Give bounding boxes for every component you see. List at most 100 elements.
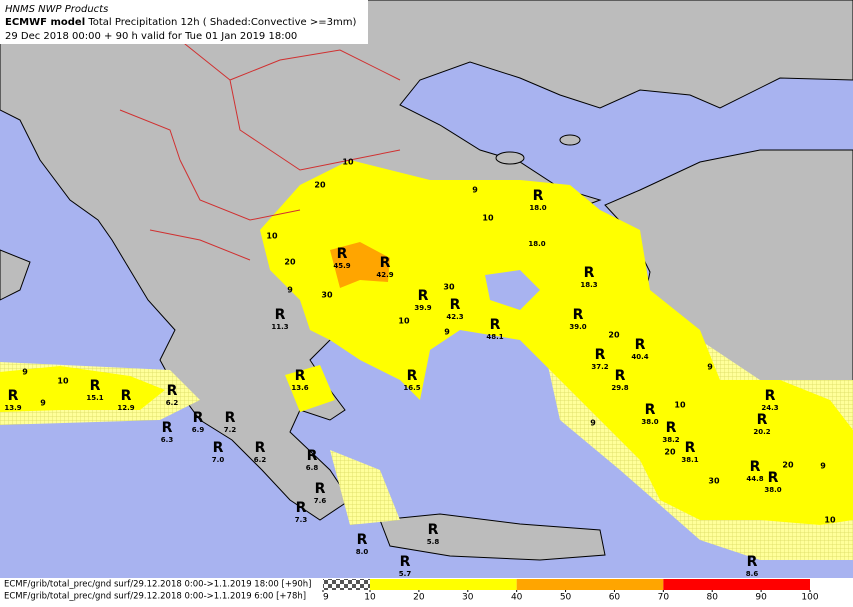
colorbar-tick-label: 90 (755, 593, 767, 603)
rain-value: 48.1 (486, 333, 503, 341)
rain-value: 24.3 (761, 404, 778, 412)
rain-marker: R (645, 402, 656, 418)
rain-marker: R (307, 448, 318, 464)
colorbar-tick-label: 70 (658, 593, 670, 603)
rain-marker: R (533, 188, 544, 204)
rain-marker: R (8, 388, 19, 404)
contour-label: 10 (342, 158, 354, 167)
rain-marker: R (765, 388, 776, 404)
colorbar-tick-label: 9 (323, 593, 329, 603)
colorbar-tick-label: 100 (801, 593, 818, 603)
colorbar-tick-label: 20 (413, 593, 425, 603)
rain-marker: R (573, 307, 584, 323)
rain-value: 6.2 (254, 456, 267, 464)
rain-marker: R (162, 420, 173, 436)
contour-label: 10 (266, 232, 278, 241)
contour-label: 9 (820, 462, 826, 471)
contour-label: 10 (674, 401, 686, 410)
rain-value: 38.0 (764, 486, 781, 494)
rain-marker: R (380, 255, 391, 271)
colorbar-band (516, 579, 664, 590)
rain-marker: R (490, 317, 501, 333)
rain-value: 8.6 (746, 570, 759, 578)
rain-value: 20.2 (753, 428, 770, 436)
rain-marker: R (450, 297, 461, 313)
contour-label: 9 (472, 186, 478, 195)
rain-marker: R (400, 554, 411, 570)
contour-label: 9 (444, 328, 450, 337)
footer-line: ECMF/grib/total_prec/gnd surf/29.12.2018… (4, 580, 311, 590)
header-box (0, 0, 368, 44)
rain-marker: R (255, 440, 266, 456)
rain-value: 38.1 (681, 456, 698, 464)
rain-marker: R (225, 410, 236, 426)
rain-marker: R (595, 347, 606, 363)
rain-marker: R (296, 500, 307, 516)
rain-marker: R (337, 246, 348, 262)
colorbar-band (663, 579, 810, 590)
rain-marker: R (275, 307, 286, 323)
rain-value: 37.2 (591, 363, 608, 371)
rain-value: 18.0 (529, 204, 546, 212)
rain-value: 8.0 (356, 548, 369, 556)
rain-value: 6.2 (166, 399, 179, 407)
contour-label: 10 (824, 516, 836, 525)
description: Total Precipitation 12h ( Shaded:Convect… (87, 17, 356, 28)
rain-value: 6.8 (306, 464, 319, 472)
contour-label: 20 (314, 181, 326, 190)
contour-label: 20 (608, 331, 620, 340)
rain-marker: R (750, 459, 761, 475)
rain-marker: R (357, 532, 368, 548)
contour-label: 20 (664, 448, 676, 457)
rain-value: 13.9 (4, 404, 21, 412)
contour-label: 9 (287, 286, 293, 295)
contour-label: 30 (321, 291, 333, 300)
rain-value: 18.3 (580, 281, 597, 289)
rain-marker: R (428, 522, 439, 538)
header-title: ECMWF model Total Precipitation 12h ( Sh… (5, 17, 356, 28)
colorbar-tick-label: 60 (609, 593, 621, 603)
rain-value: 5.7 (399, 570, 412, 578)
contour-label: 20 (284, 258, 296, 267)
header-line: HNMS NWP Products (5, 4, 108, 15)
contour-label: 10 (398, 317, 410, 326)
contour-label: 9 (707, 363, 713, 372)
contour-label: 30 (708, 477, 720, 486)
rain-marker: R (418, 288, 429, 304)
rain-value: 6.3 (161, 436, 174, 444)
rain-value: 44.8 (746, 475, 763, 483)
footer-line: ECMF/grib/total_prec/gnd surf/29.12.2018… (4, 592, 306, 602)
rain-value: 18.0 (528, 240, 545, 248)
rain-value: 7.3 (295, 516, 308, 524)
contour-label: 10 (482, 214, 494, 223)
rain-marker: R (213, 440, 224, 456)
rain-value: 13.6 (291, 384, 308, 392)
rain-value: 12.9 (117, 404, 134, 412)
rain-marker: R (615, 368, 626, 384)
colorbar-tick-label: 10 (364, 593, 376, 603)
rain-value: 42.9 (376, 271, 393, 279)
contour-label: 9 (590, 419, 596, 428)
rain-value: 38.0 (641, 418, 658, 426)
colorbar-tick-label: 80 (706, 593, 718, 603)
rain-value: 7.0 (212, 456, 225, 464)
rain-marker: R (90, 378, 101, 394)
contour-label: 20 (782, 461, 794, 470)
contour-label: 9 (40, 399, 46, 408)
rain-value: 11.3 (271, 323, 288, 331)
rain-value: 45.9 (333, 262, 350, 270)
rain-marker: R (295, 368, 306, 384)
rain-value: 29.8 (611, 384, 628, 392)
rain-value: 5.8 (427, 538, 440, 546)
colorbar-tick-label: 50 (560, 593, 572, 603)
colorbar-tick-label: 30 (462, 593, 474, 603)
rain-marker: R (121, 388, 132, 404)
rain-value: 42.3 (446, 313, 463, 321)
rain-value: 7.2 (224, 426, 237, 434)
rain-marker: R (666, 420, 677, 436)
contour-label: 9 (22, 368, 28, 377)
contour-label: 10 (57, 377, 69, 386)
rain-value: 16.5 (403, 384, 420, 392)
rain-marker: R (757, 412, 768, 428)
